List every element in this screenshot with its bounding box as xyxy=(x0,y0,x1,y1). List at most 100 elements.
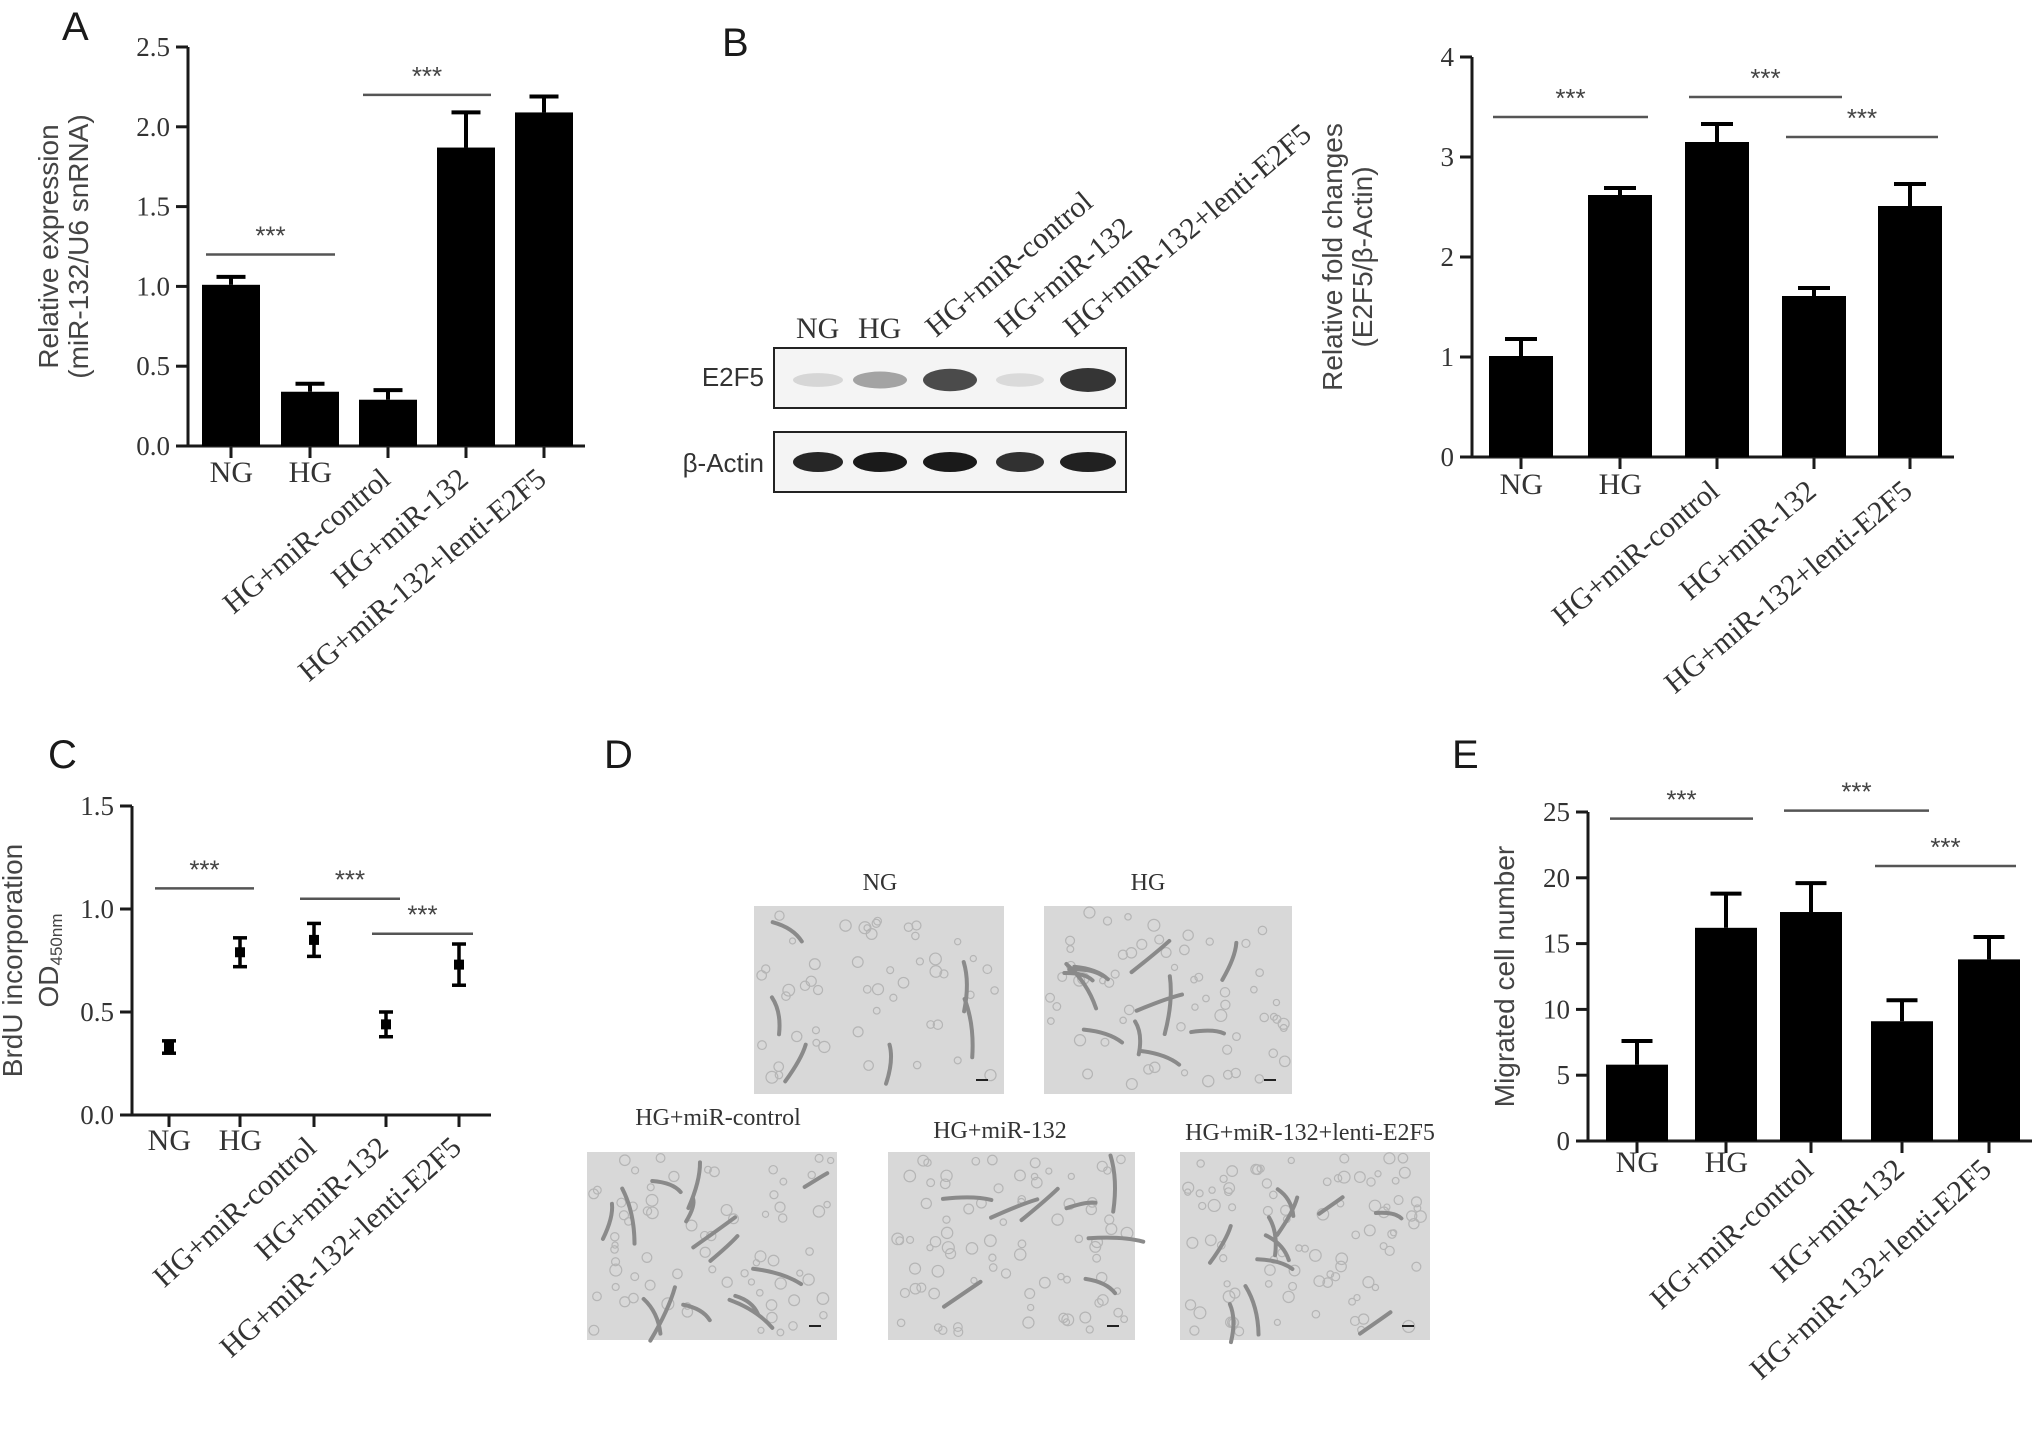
micrograph-pore xyxy=(1184,1188,1192,1196)
migrated-cell xyxy=(1255,1257,1295,1271)
micrograph-pore xyxy=(1410,1196,1423,1208)
data-point xyxy=(309,934,319,945)
micrograph-pore xyxy=(839,919,852,932)
y-tick-label: 25 xyxy=(1543,797,1570,827)
micrograph-pore xyxy=(1073,1034,1087,1047)
migrated-cell xyxy=(1275,1187,1296,1218)
micrograph-pore xyxy=(618,1154,631,1167)
micrograph-pore xyxy=(766,1311,778,1324)
micrograph-pore xyxy=(1406,1210,1418,1222)
micrograph-pore xyxy=(767,1254,780,1267)
micrograph-pore xyxy=(812,984,824,996)
blot-band-actin xyxy=(996,452,1044,472)
micrograph-pore xyxy=(1282,1290,1295,1304)
y-tick-label: 0 xyxy=(1441,442,1455,472)
micrograph-pore xyxy=(1371,1283,1380,1292)
migrated-cell xyxy=(650,1179,683,1195)
y-axis-label: Relative fold changes xyxy=(1317,123,1348,391)
micrograph-pore xyxy=(1123,1004,1135,1016)
micrograph-pore xyxy=(963,1203,975,1215)
micrograph-pore xyxy=(1022,1316,1035,1329)
data-point xyxy=(164,1042,174,1053)
bar xyxy=(1695,927,1757,1141)
chart-c-brdu: 0.00.51.01.5NG HGHG+miR-controlHG+miR-132… xyxy=(0,791,491,1364)
micrograph-pore xyxy=(1351,1230,1361,1240)
migrated-cell xyxy=(961,960,969,1014)
micrograph-pore xyxy=(1124,913,1132,921)
micrograph-pore xyxy=(1182,929,1194,941)
micrograph-pore xyxy=(926,1178,936,1188)
micrograph-pore xyxy=(1288,1264,1301,1277)
micrograph-pore xyxy=(852,1026,864,1038)
migrated-cell xyxy=(1220,940,1239,982)
migrated-cell xyxy=(1208,1224,1233,1265)
micrograph-pore xyxy=(988,1263,998,1272)
panel-letter-d: D xyxy=(604,733,633,777)
micrograph-label: HG xyxy=(1131,870,1166,896)
micrograph-pore xyxy=(938,1325,948,1335)
micrograph-pore xyxy=(1184,1299,1197,1311)
micrograph-pore xyxy=(611,1241,619,1249)
western-blot: NG HG HG+miR-controlHG+miR-132HG+miR-132+l… xyxy=(683,117,1318,493)
micrograph-pore xyxy=(899,1287,911,1299)
micrograph-pore xyxy=(971,1156,981,1166)
bar xyxy=(1588,195,1652,457)
micrograph-pore xyxy=(1024,1288,1036,1300)
micrograph-pore xyxy=(619,1296,631,1308)
micrograph-label: HG+miR-control xyxy=(635,1105,801,1131)
x-category-label: HG xyxy=(1705,1146,1748,1179)
micrograph-pore xyxy=(1337,1170,1351,1184)
micrograph-pore xyxy=(805,1247,814,1256)
micrograph-pore xyxy=(823,1200,831,1209)
micrograph-pore xyxy=(982,964,993,975)
micrograph-pore xyxy=(1096,1294,1109,1306)
micrograph-pore xyxy=(644,1279,656,1291)
migrated-cell xyxy=(686,1160,702,1210)
micrograph-pore xyxy=(1398,1166,1411,1179)
y-tick-label: 20 xyxy=(1543,863,1570,893)
bar xyxy=(1871,1021,1933,1141)
micrograph-pore xyxy=(1186,1236,1199,1249)
micrograph-pore xyxy=(970,1276,978,1285)
micrograph-pore xyxy=(939,969,949,979)
micrograph-pore xyxy=(781,991,791,1001)
micrograph-pore xyxy=(1083,906,1096,919)
micrograph-pore xyxy=(1051,1213,1064,1226)
micrograph-label: NG xyxy=(863,870,898,896)
migrated-cell xyxy=(600,1201,615,1241)
micrograph-pore xyxy=(1257,925,1268,936)
micrograph-pore xyxy=(1366,1177,1376,1187)
micrograph-pore xyxy=(757,1040,767,1051)
micrograph-pore xyxy=(1353,1293,1361,1302)
micrograph-pore xyxy=(911,931,920,941)
migrated-cell xyxy=(1064,961,1099,1011)
micrograph-pore xyxy=(1287,1156,1295,1165)
micrograph-pore xyxy=(774,1070,784,1080)
migrated-cell xyxy=(1129,938,1172,975)
micrograph-pore xyxy=(814,1153,824,1163)
micrograph-pore xyxy=(646,1183,655,1192)
bar xyxy=(515,112,573,446)
migrated-cell xyxy=(1072,964,1110,982)
blot-lane-label: NG xyxy=(796,312,839,345)
migrated-cell xyxy=(648,1285,677,1343)
x-category-label: HG xyxy=(289,456,332,489)
micrograph-pore xyxy=(953,937,962,946)
micrograph-image xyxy=(587,1152,837,1343)
micrograph-pore xyxy=(1074,1234,1084,1244)
migrated-cell xyxy=(1137,1048,1182,1067)
micrograph-pore xyxy=(1330,1272,1341,1282)
micrograph-pore xyxy=(993,1183,1004,1194)
micrograph-pore xyxy=(631,1166,640,1175)
micrograph-pore xyxy=(928,952,942,966)
micrograph-pore xyxy=(720,1203,733,1217)
micrograph-pore xyxy=(709,1166,720,1178)
y-axis-label: BrdU incorporation xyxy=(0,844,28,1077)
micrograph-pore xyxy=(1204,1234,1217,1247)
migrated-cell xyxy=(1189,1028,1226,1036)
micrograph-pore xyxy=(747,1278,756,1286)
micrograph-pore xyxy=(1030,1176,1043,1189)
migrated-cell xyxy=(641,1296,663,1336)
blot-band-actin xyxy=(1060,452,1116,472)
